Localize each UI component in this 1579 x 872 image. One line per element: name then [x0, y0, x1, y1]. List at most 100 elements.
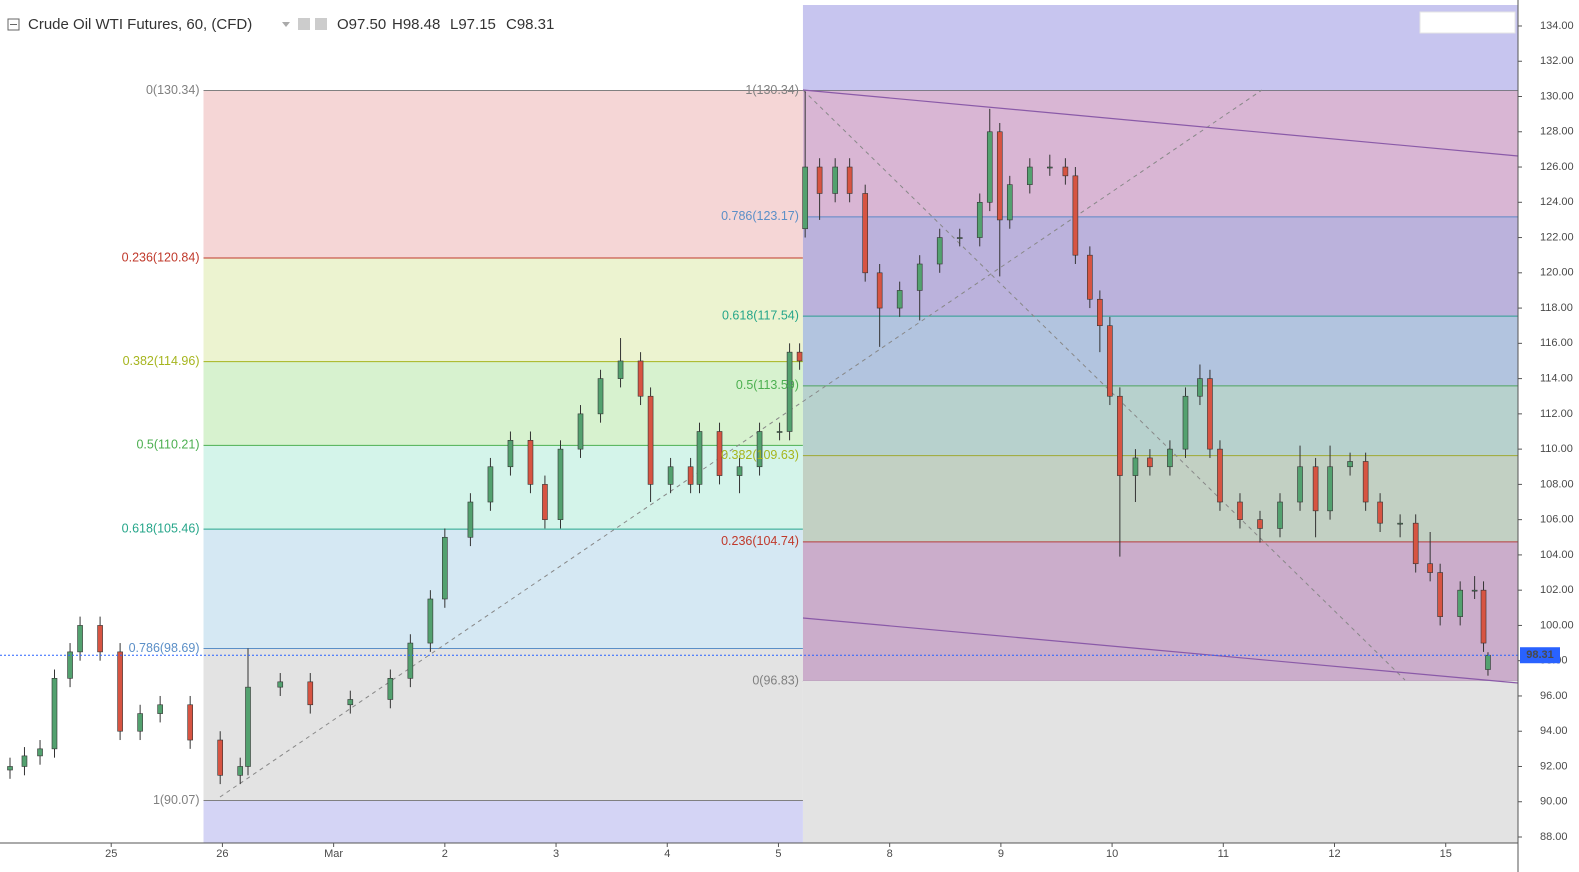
ohlc-high: H98.48 [392, 16, 440, 33]
candle-body [1167, 448, 1173, 468]
candle-body [986, 131, 993, 203]
fib-band [802, 90, 1518, 217]
candle-body [1327, 466, 1333, 512]
candle-body [245, 686, 251, 767]
y-tick-label: 94.00 [1540, 725, 1568, 737]
fib-label: 0.382(114.96) [123, 354, 200, 368]
candle-body [1297, 466, 1303, 503]
y-tick-label: 124.00 [1540, 196, 1574, 208]
candle-body [117, 651, 123, 732]
fib-band [802, 541, 1518, 682]
candle-body [796, 351, 803, 362]
candle-body [1427, 563, 1433, 573]
fib-band [802, 316, 1518, 386]
fib-label: 0.236(120.84) [122, 250, 200, 264]
candle-body [217, 739, 223, 776]
fib-label: 0.618(117.54) [722, 308, 799, 322]
fib-label: 0.786(98.69) [129, 641, 200, 655]
x-tick-label: 9 [998, 848, 1004, 860]
dropdown-icon[interactable] [282, 22, 290, 27]
fib-label: 1(90.07) [153, 793, 200, 807]
candle-body [137, 713, 143, 732]
y-tick-label: 92.00 [1540, 760, 1568, 772]
candle-body [487, 466, 494, 503]
y-tick-label: 110.00 [1540, 443, 1573, 455]
candle-body [976, 201, 983, 238]
y-tick-label: 102.00 [1540, 584, 1574, 596]
candle-body [187, 704, 193, 741]
candle-body [696, 431, 703, 485]
fib-label: 0.5(113.59) [736, 378, 799, 392]
candle-body [647, 395, 654, 485]
icon[interactable] [298, 18, 310, 30]
x-tick-label: 4 [664, 848, 670, 860]
candle-body [237, 766, 244, 776]
candle-body [1397, 522, 1403, 525]
fib-band [203, 529, 803, 649]
candle-body [916, 263, 923, 291]
fib-extension [802, 5, 1518, 91]
fib-band [203, 90, 803, 259]
candle-body [862, 193, 869, 274]
fib-band [203, 361, 803, 446]
collapse-icon[interactable] [7, 18, 20, 31]
candle-body [77, 625, 83, 653]
candle-body [1147, 457, 1153, 468]
candle-body [996, 131, 1003, 221]
candle-body [687, 466, 694, 485]
symbol-title: Crude Oil WTI Futures, 60, (CFD) [28, 16, 252, 33]
candle-body [527, 440, 534, 485]
fib-band [203, 648, 803, 801]
time-axis-bg [0, 843, 1518, 872]
candle-body [37, 748, 43, 757]
y-tick-label: 96.00 [1540, 690, 1568, 702]
x-tick-label: 25 [105, 848, 117, 860]
candle-body [1062, 166, 1069, 177]
candle-body [716, 431, 723, 476]
candle-body [1237, 501, 1243, 520]
candle-body [1412, 522, 1419, 565]
y-tick-label: 118.00 [1540, 302, 1573, 314]
channel-overlay [803, 5, 1518, 681]
candle-body [1257, 519, 1263, 529]
candle-body [442, 536, 448, 600]
fib-label: 1(130.34) [745, 83, 799, 97]
candle-body [427, 598, 434, 644]
candle-body [51, 678, 58, 750]
candle-body [467, 501, 474, 538]
y-tick-label: 116.00 [1540, 337, 1573, 349]
candle-body [597, 378, 604, 415]
fib-label: 0(96.83) [752, 674, 799, 688]
y-tick-label: 126.00 [1540, 161, 1574, 173]
fib-labels: 0(130.34) 0.236(120.84) 0.382(114.96) 0.5(1… [122, 83, 799, 807]
candle-body [1207, 378, 1213, 450]
last-price-tag [1520, 647, 1560, 664]
y-tick-label: 100.00 [1540, 619, 1574, 631]
fib-band [203, 258, 803, 362]
candle-body [617, 360, 624, 379]
fib-label: 0(130.34) [146, 83, 200, 97]
candle-body [1047, 166, 1053, 169]
fib-label: 0.786(123.17) [721, 209, 799, 223]
candle-body [1107, 325, 1113, 397]
candle-body [387, 678, 394, 700]
y-tick-label: 122.00 [1540, 231, 1574, 243]
ohlc-open: O97.50 [337, 16, 386, 33]
y-tick-label: 130.00 [1540, 90, 1574, 102]
candle-body [846, 166, 853, 194]
candle-body [557, 448, 564, 520]
x-tick-label: 5 [775, 848, 781, 860]
icon[interactable] [315, 18, 327, 30]
channel-line [802, 89, 1519, 157]
y-tick-label: 108.00 [1540, 478, 1574, 490]
price-axis-bg [1518, 0, 1579, 872]
candle-body [1097, 298, 1103, 327]
x-tick-label: 10 [1106, 848, 1118, 860]
candle-body [67, 651, 73, 679]
widget-box [1419, 11, 1516, 34]
x-tick-label: 15 [1440, 848, 1452, 860]
candle-body [802, 166, 808, 230]
last-price-label: 98.31 [1526, 649, 1554, 661]
y-tick-label: 88.00 [1540, 831, 1568, 843]
